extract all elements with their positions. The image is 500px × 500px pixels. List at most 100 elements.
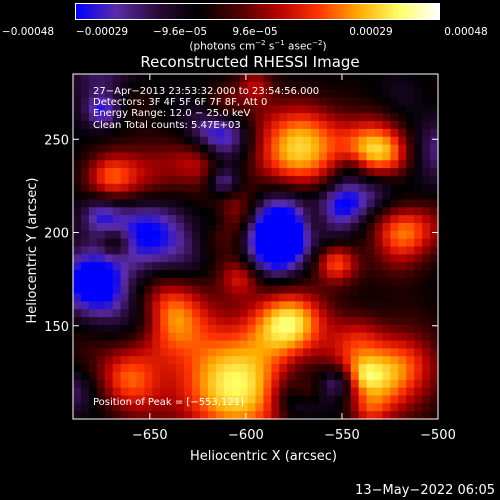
heatmap-cell (422, 387, 431, 397)
heatmap-cell (112, 199, 122, 208)
heatmap-cell (199, 113, 209, 122)
heatmap-cell (295, 277, 304, 287)
heatmap-cell (271, 262, 280, 271)
heatmap-cell (334, 191, 344, 201)
heatmap-cell (104, 309, 114, 318)
heatmap-cell (390, 121, 399, 130)
heatmap-cell (112, 191, 122, 201)
heatmap-cell (382, 128, 391, 138)
heatmap-cell (112, 136, 122, 146)
heatmap-cell (192, 238, 201, 248)
heatmap-cell (279, 317, 288, 326)
heatmap-cell (303, 207, 312, 216)
heatmap-cell (390, 348, 399, 357)
heatmap-cell (112, 317, 122, 326)
heatmap-cell (406, 254, 415, 263)
heatmap-cell (263, 222, 272, 232)
x-tick-label: −650 (132, 428, 168, 443)
heatmap-cell (192, 121, 201, 130)
heatmap-cell (271, 222, 280, 232)
heatmap-cell (430, 270, 439, 279)
heatmap-cell (160, 348, 169, 357)
heatmap-cell (406, 199, 415, 208)
heatmap-cell (430, 97, 439, 106)
heatmap-cell (104, 113, 114, 122)
heatmap-cell (104, 387, 114, 397)
heatmap-cell (263, 293, 272, 302)
heatmap-cell (192, 262, 201, 271)
heatmap-cell (414, 222, 423, 232)
colorbar-tick-label: 9.6e−05 (232, 26, 278, 38)
heatmap-cell (104, 175, 114, 185)
heatmap-cell (406, 168, 415, 177)
heatmap-cell (430, 105, 439, 114)
heatmap-cell (231, 411, 241, 420)
heatmap-cell (295, 230, 304, 240)
heatmap-cell (311, 246, 320, 255)
heatmap-cell (207, 175, 217, 185)
heatmap-cell (247, 246, 257, 255)
heatmap-cell (136, 270, 146, 279)
heatmap-cell (239, 246, 249, 255)
heatmap-cell (223, 89, 233, 99)
heatmap-cell (176, 348, 185, 357)
heatmap-cell (88, 183, 98, 193)
heatmap-cell (80, 270, 90, 279)
heatmap-cell (207, 324, 217, 334)
heatmap-cell (366, 317, 376, 326)
heatmap-cell (231, 262, 241, 271)
heatmap-cell (176, 121, 185, 130)
heatmap-cell (303, 89, 312, 99)
heatmap-cell (303, 105, 312, 114)
heatmap-cell (112, 379, 122, 389)
heatmap-cell (199, 175, 209, 185)
heatmap-cell (231, 395, 241, 404)
heatmap-cell (168, 317, 177, 326)
heatmap-cell (295, 270, 304, 279)
heatmap-cell (207, 207, 217, 216)
heatmap-cell (120, 395, 130, 404)
heatmap-cell (231, 254, 241, 263)
heatmap-cell (192, 191, 201, 201)
heatmap-cell (398, 81, 407, 91)
heatmap-cell (326, 230, 336, 240)
heatmap-cell (120, 340, 130, 350)
heatmap-cell (144, 168, 153, 177)
heatmap-cell (136, 128, 146, 138)
heatmap-cell (295, 81, 304, 91)
heatmap-cell (88, 160, 98, 169)
heatmap-cell (199, 222, 209, 232)
heatmap-cell (350, 285, 360, 295)
heatmap-cell (287, 254, 296, 263)
heatmap-cell (390, 371, 399, 381)
heatmap-cell (311, 262, 320, 271)
heatmap-cell (136, 293, 146, 302)
heatmap-cell (152, 411, 161, 420)
heatmap-cell (223, 262, 233, 271)
heatmap-cell (192, 403, 201, 412)
heatmap-cell (334, 175, 344, 185)
heatmap-cell (279, 277, 288, 287)
heatmap-cell (199, 293, 209, 302)
heatmap-cell (279, 270, 288, 279)
heatmap-cell (366, 246, 376, 255)
heatmap-cell (358, 81, 368, 91)
heatmap-cell (207, 238, 217, 248)
heatmap-cell (80, 89, 90, 99)
heatmap-cell (318, 105, 328, 114)
heatmap-cell (215, 285, 225, 295)
heatmap-cell (350, 317, 360, 326)
heatmap-cell (263, 160, 272, 169)
heatmap-cell (192, 371, 201, 381)
heatmap-cell (318, 285, 328, 295)
heatmap-cell (318, 301, 328, 310)
heatmap-cell (390, 332, 399, 342)
heatmap-cell (342, 136, 352, 146)
heatmap-cell (73, 356, 82, 365)
heatmap-cell (88, 379, 98, 389)
heatmap-cell (104, 356, 114, 365)
heatmap-cell (112, 301, 122, 310)
heatmap-cell (88, 309, 98, 318)
heatmap-cell (382, 411, 391, 420)
heatmap-cell (295, 285, 304, 295)
